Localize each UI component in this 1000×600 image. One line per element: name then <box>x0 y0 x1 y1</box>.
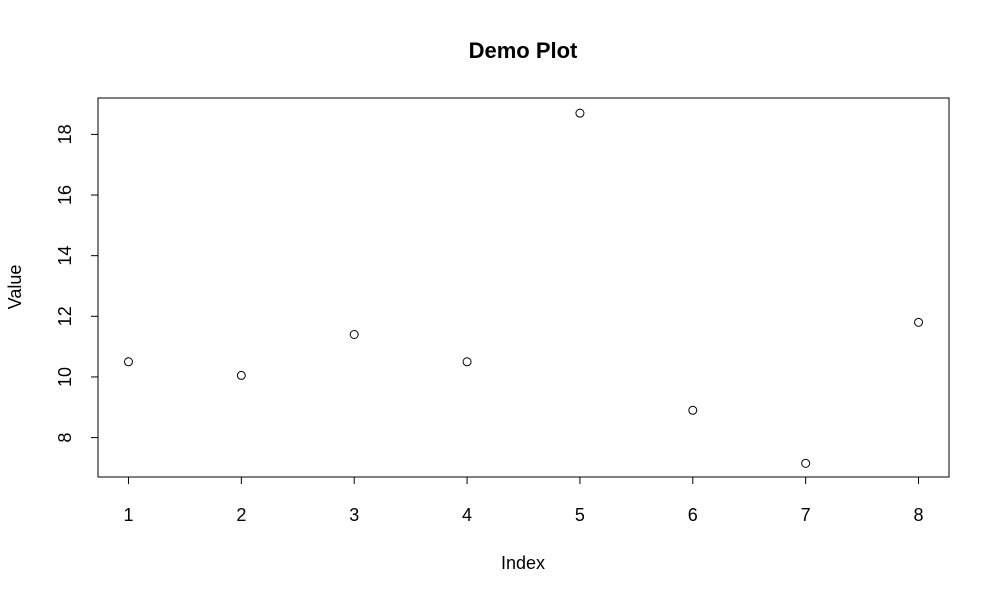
data-point <box>236 370 246 380</box>
x-tick-label: 4 <box>462 505 472 525</box>
chart-title: Demo Plot <box>469 38 578 63</box>
x-axis-label: Index <box>501 553 545 573</box>
x-axis: 1 2 3 4 5 6 7 8 <box>123 476 924 525</box>
data-point <box>801 458 811 468</box>
x-tick-label: 3 <box>349 505 359 525</box>
y-tick-label: 8 <box>55 433 75 443</box>
x-tick-label: 6 <box>688 505 698 525</box>
y-tick-label: 10 <box>55 367 75 387</box>
plot-frame <box>97 97 950 478</box>
y-tick-label: 16 <box>55 185 75 205</box>
y-tick-label: 12 <box>55 306 75 326</box>
y-tick-label: 14 <box>55 246 75 266</box>
x-tick-label: 5 <box>575 505 585 525</box>
data-point <box>688 405 698 415</box>
data-point <box>462 357 472 367</box>
data-point <box>349 329 359 339</box>
y-axis: 8 10 12 14 16 18 <box>55 124 99 443</box>
x-tick-label: 8 <box>914 505 924 525</box>
x-tick-label: 1 <box>123 505 133 525</box>
y-tick-label: 18 <box>55 124 75 144</box>
x-tick-label: 7 <box>801 505 811 525</box>
y-axis-label: Value <box>5 265 25 310</box>
x-tick-label: 2 <box>236 505 246 525</box>
data-points <box>123 108 924 468</box>
data-point <box>914 317 924 327</box>
data-point <box>123 357 133 367</box>
data-point <box>575 108 585 118</box>
